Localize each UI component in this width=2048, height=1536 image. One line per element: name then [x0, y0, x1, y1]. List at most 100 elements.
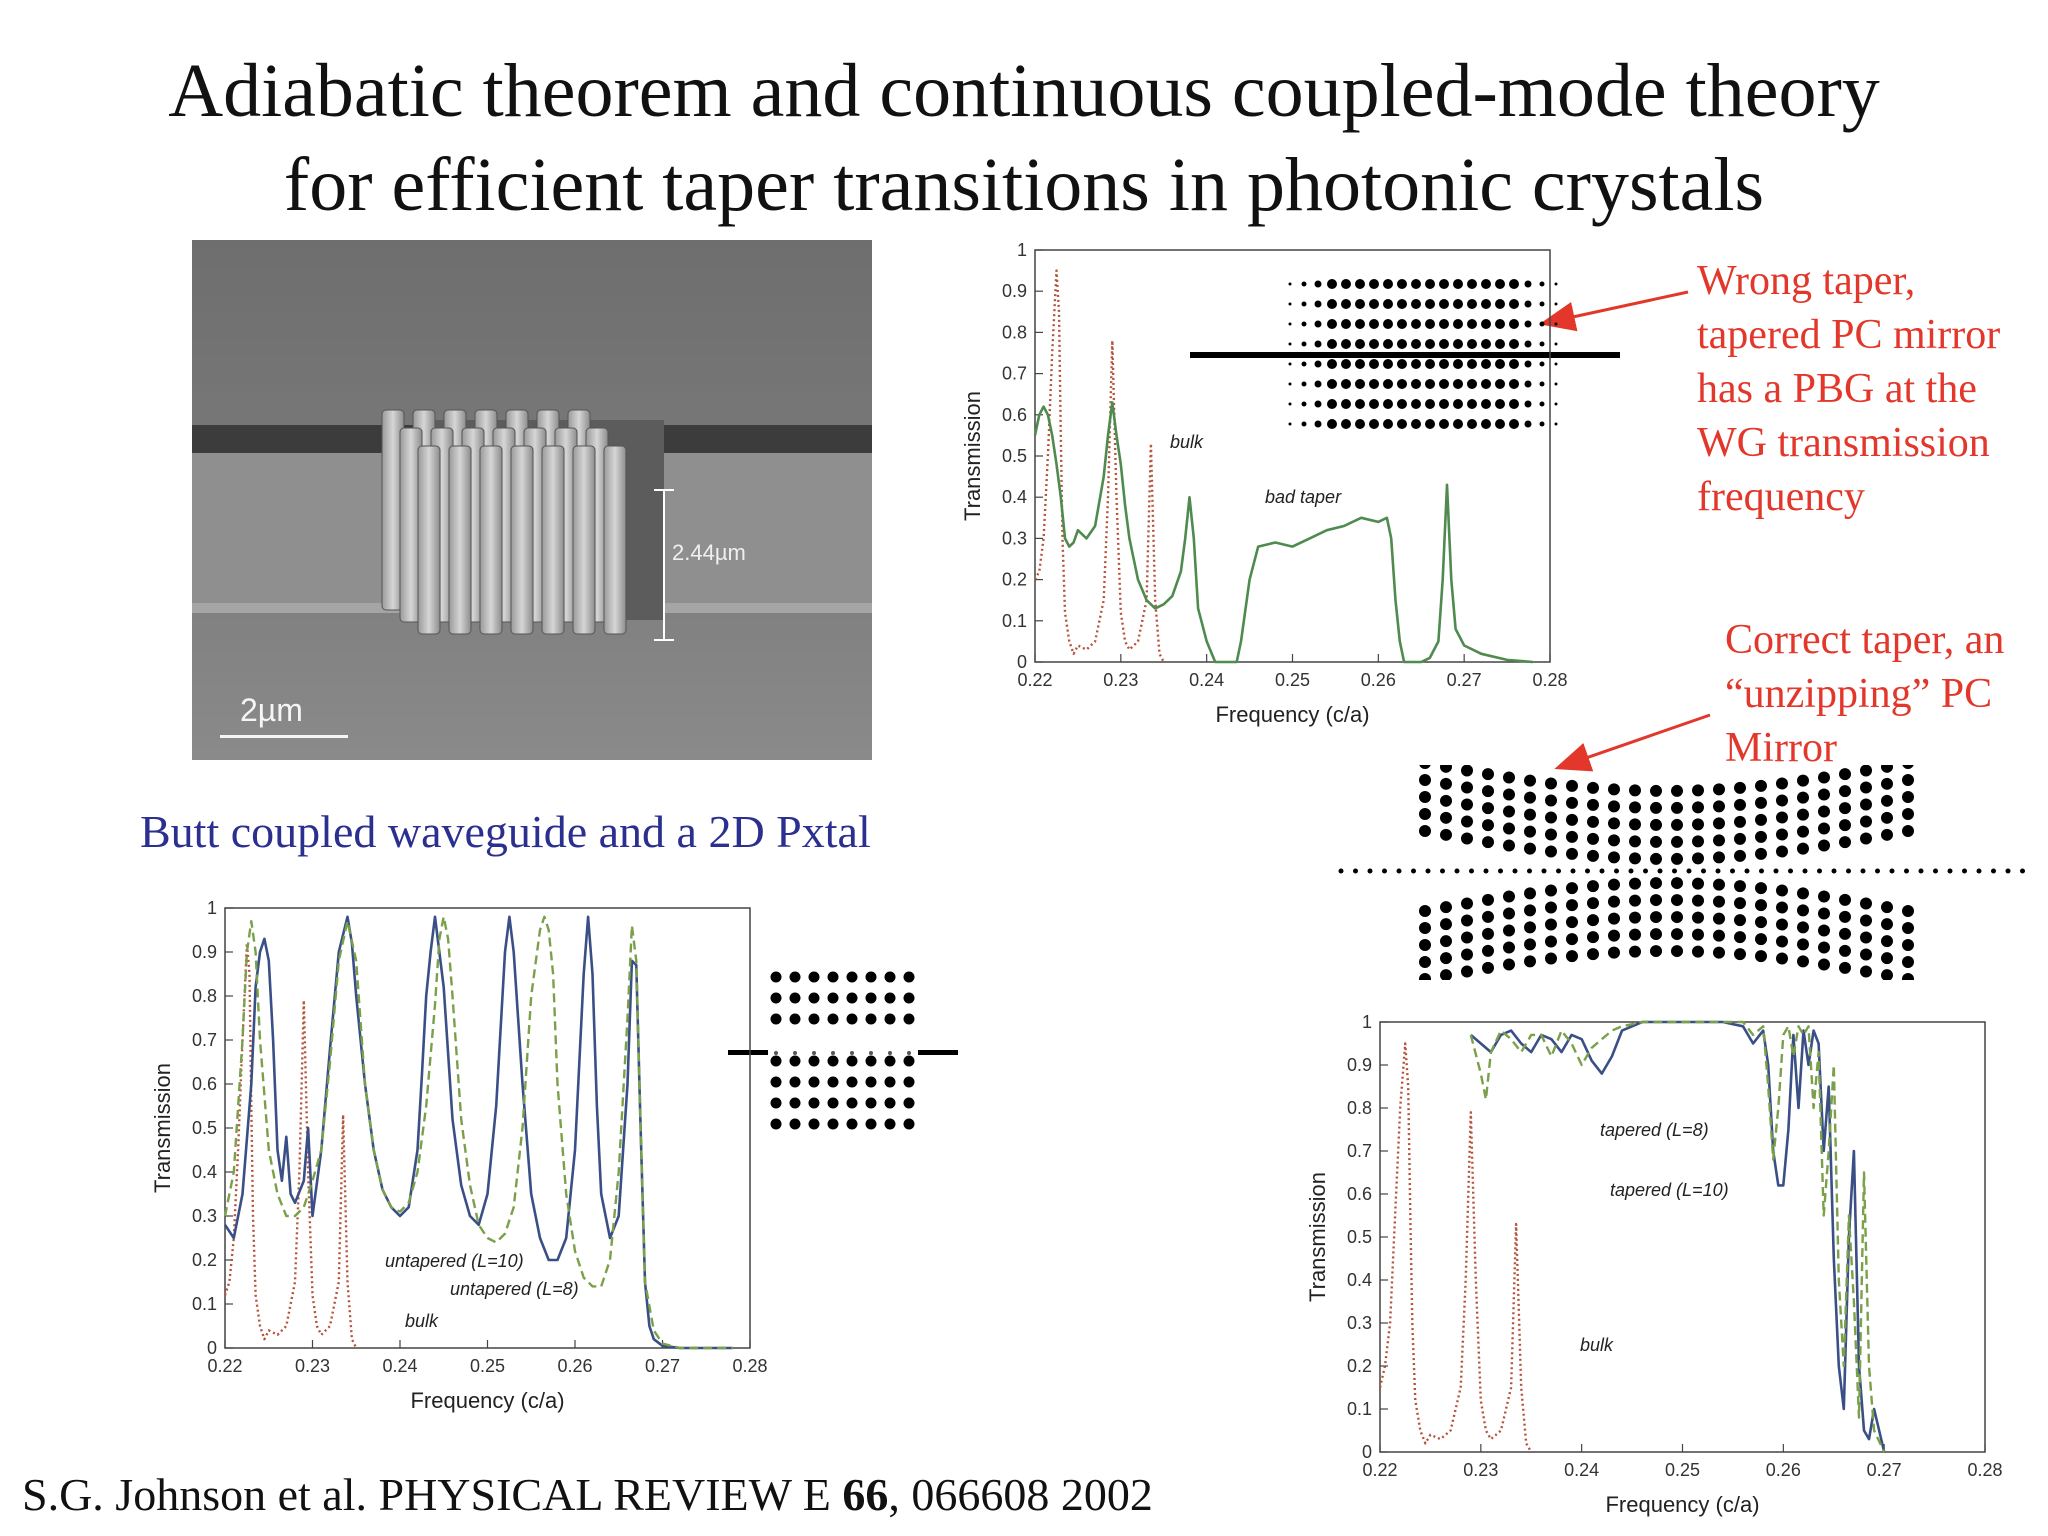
lattice-hole: [1411, 359, 1421, 369]
lattice-hole: [884, 1097, 896, 1109]
lattice-hole: [774, 1051, 778, 1055]
lattice-hole: [1671, 911, 1683, 924]
lattice-hole: [1902, 905, 1914, 917]
lattice-hole: [1889, 868, 1895, 874]
lattice-hole: [1554, 322, 1558, 326]
lattice-hole: [1301, 401, 1307, 407]
lattice-hole: [1860, 965, 1872, 978]
series-line: [223, 942, 358, 1349]
lattice-hole: [1479, 352, 1485, 358]
lattice-hole: [865, 1097, 877, 1109]
unzipping-lattice: [1338, 765, 2025, 980]
lattice-hole: [1881, 952, 1893, 965]
lattice-hole: [1585, 868, 1590, 874]
sem-scale-bar: [220, 735, 348, 738]
lattice-hole: [1440, 918, 1452, 931]
lattice-hole: [770, 1097, 782, 1109]
lattice-hole: [1287, 352, 1293, 358]
lattice-hole: [808, 1013, 820, 1025]
lattice-hole: [1371, 352, 1377, 358]
x-tick-label: 0.22: [1017, 670, 1052, 690]
lattice-hole: [1608, 878, 1620, 891]
lattice-hole: [827, 992, 839, 1004]
lattice-hole: [865, 1118, 877, 1130]
lattice-hole: [1411, 379, 1421, 389]
lattice-hole: [1566, 950, 1578, 963]
lattice-hole: [827, 971, 839, 983]
lattice-hole: [1839, 944, 1851, 957]
x-tick-label: 0.28: [1967, 1460, 2002, 1480]
lattice-hole: [1671, 894, 1683, 907]
series-line: [1033, 401, 1533, 664]
lattice-hole: [1397, 359, 1407, 369]
lattice-hole: [1467, 359, 1477, 369]
lattice-hole: [1650, 818, 1662, 831]
lattice-hole: [1545, 935, 1557, 948]
lattice-hole: [1918, 868, 1924, 874]
lattice-hole: [1902, 939, 1914, 951]
lattice-hole: [1755, 916, 1767, 929]
lattice-hole: [1327, 299, 1337, 309]
lattice-hole: [1527, 868, 1532, 874]
lattice-hole: [827, 1055, 839, 1067]
lattice-hole: [1657, 868, 1663, 874]
lattice-hole: [1481, 399, 1491, 409]
lattice-hole: [1397, 299, 1407, 309]
lattice-hole: [1744, 868, 1750, 874]
lattice-hole: [1443, 352, 1449, 358]
lattice-hole: [808, 1055, 820, 1067]
lattice-hole: [1839, 802, 1851, 815]
lattice-hole: [1650, 894, 1662, 907]
lattice-hole: [1818, 822, 1830, 835]
lattice-hole: [1587, 815, 1599, 828]
lattice-hole: [1539, 281, 1545, 287]
x-tick-label: 0.25: [1665, 1460, 1700, 1480]
lattice-hole: [1440, 765, 1452, 773]
lattice-hole: [1397, 399, 1407, 409]
lattice-hole: [1431, 352, 1437, 358]
waveguide-bar: [918, 1050, 958, 1055]
lattice-hole: [1759, 868, 1764, 874]
lattice-hole: [1355, 419, 1365, 429]
lattice-hole: [789, 1055, 801, 1067]
lattice-hole: [1554, 362, 1558, 366]
chart-bottom-right: 0.22 0.23 0.24 0.25 0.26 0.27 0.28 0 0.1 0.2 0.3 0.…: [1290, 1010, 2030, 1535]
lattice-hole: [1692, 835, 1704, 848]
y-tick-label: 0.3: [1002, 528, 1027, 548]
x-tick-label: 0.23: [1103, 670, 1138, 690]
lattice-hole: [1947, 868, 1953, 874]
lattice-hole: [1355, 399, 1365, 409]
lattice-hole: [1755, 899, 1767, 912]
lattice-hole: [884, 1055, 896, 1067]
lattice-hole: [1288, 362, 1292, 366]
lattice-hole: [1419, 956, 1431, 968]
lattice-hole: [1554, 422, 1558, 426]
lattice-hole: [2020, 868, 2025, 874]
wrong-taper-lattice: [1190, 279, 1620, 429]
y-tick-label: 0.8: [192, 986, 217, 1006]
lattice-hole: [1524, 300, 1532, 308]
lattice-hole: [1587, 897, 1599, 910]
lattice-hole: [1539, 341, 1545, 347]
y-tick-label: 0.7: [1347, 1141, 1372, 1161]
lattice-hole: [1860, 815, 1872, 828]
chart-bottom-left: 0.22 0.23 0.24 0.25 0.26 0.27 0.28 0 0.1 0.2 0.3 0.…: [110, 890, 880, 1430]
lattice-hole: [1860, 897, 1872, 910]
lattice-hole: [1482, 893, 1494, 906]
lattice-hole: [1314, 360, 1322, 368]
lattice-hole: [1797, 887, 1809, 900]
lattice-hole: [1797, 904, 1809, 917]
lattice-hole: [1629, 928, 1641, 941]
lattice-hole: [1482, 961, 1494, 974]
lattice-hole: [846, 1055, 858, 1067]
lattice-hole: [1314, 340, 1322, 348]
lattice-hole: [1495, 379, 1505, 389]
sem-rod: [417, 445, 441, 635]
lattice-hole: [1776, 935, 1788, 948]
slide-title-line-2: for efficient taper transitions in photo…: [283, 143, 1765, 227]
lattice-hole: [1524, 791, 1536, 804]
lattice-hole: [1524, 808, 1536, 821]
x-axis-label: Frequency (c/a): [1215, 702, 1369, 727]
lattice-hole: [1563, 352, 1569, 358]
y-tick-label: 0: [1362, 1442, 1372, 1462]
